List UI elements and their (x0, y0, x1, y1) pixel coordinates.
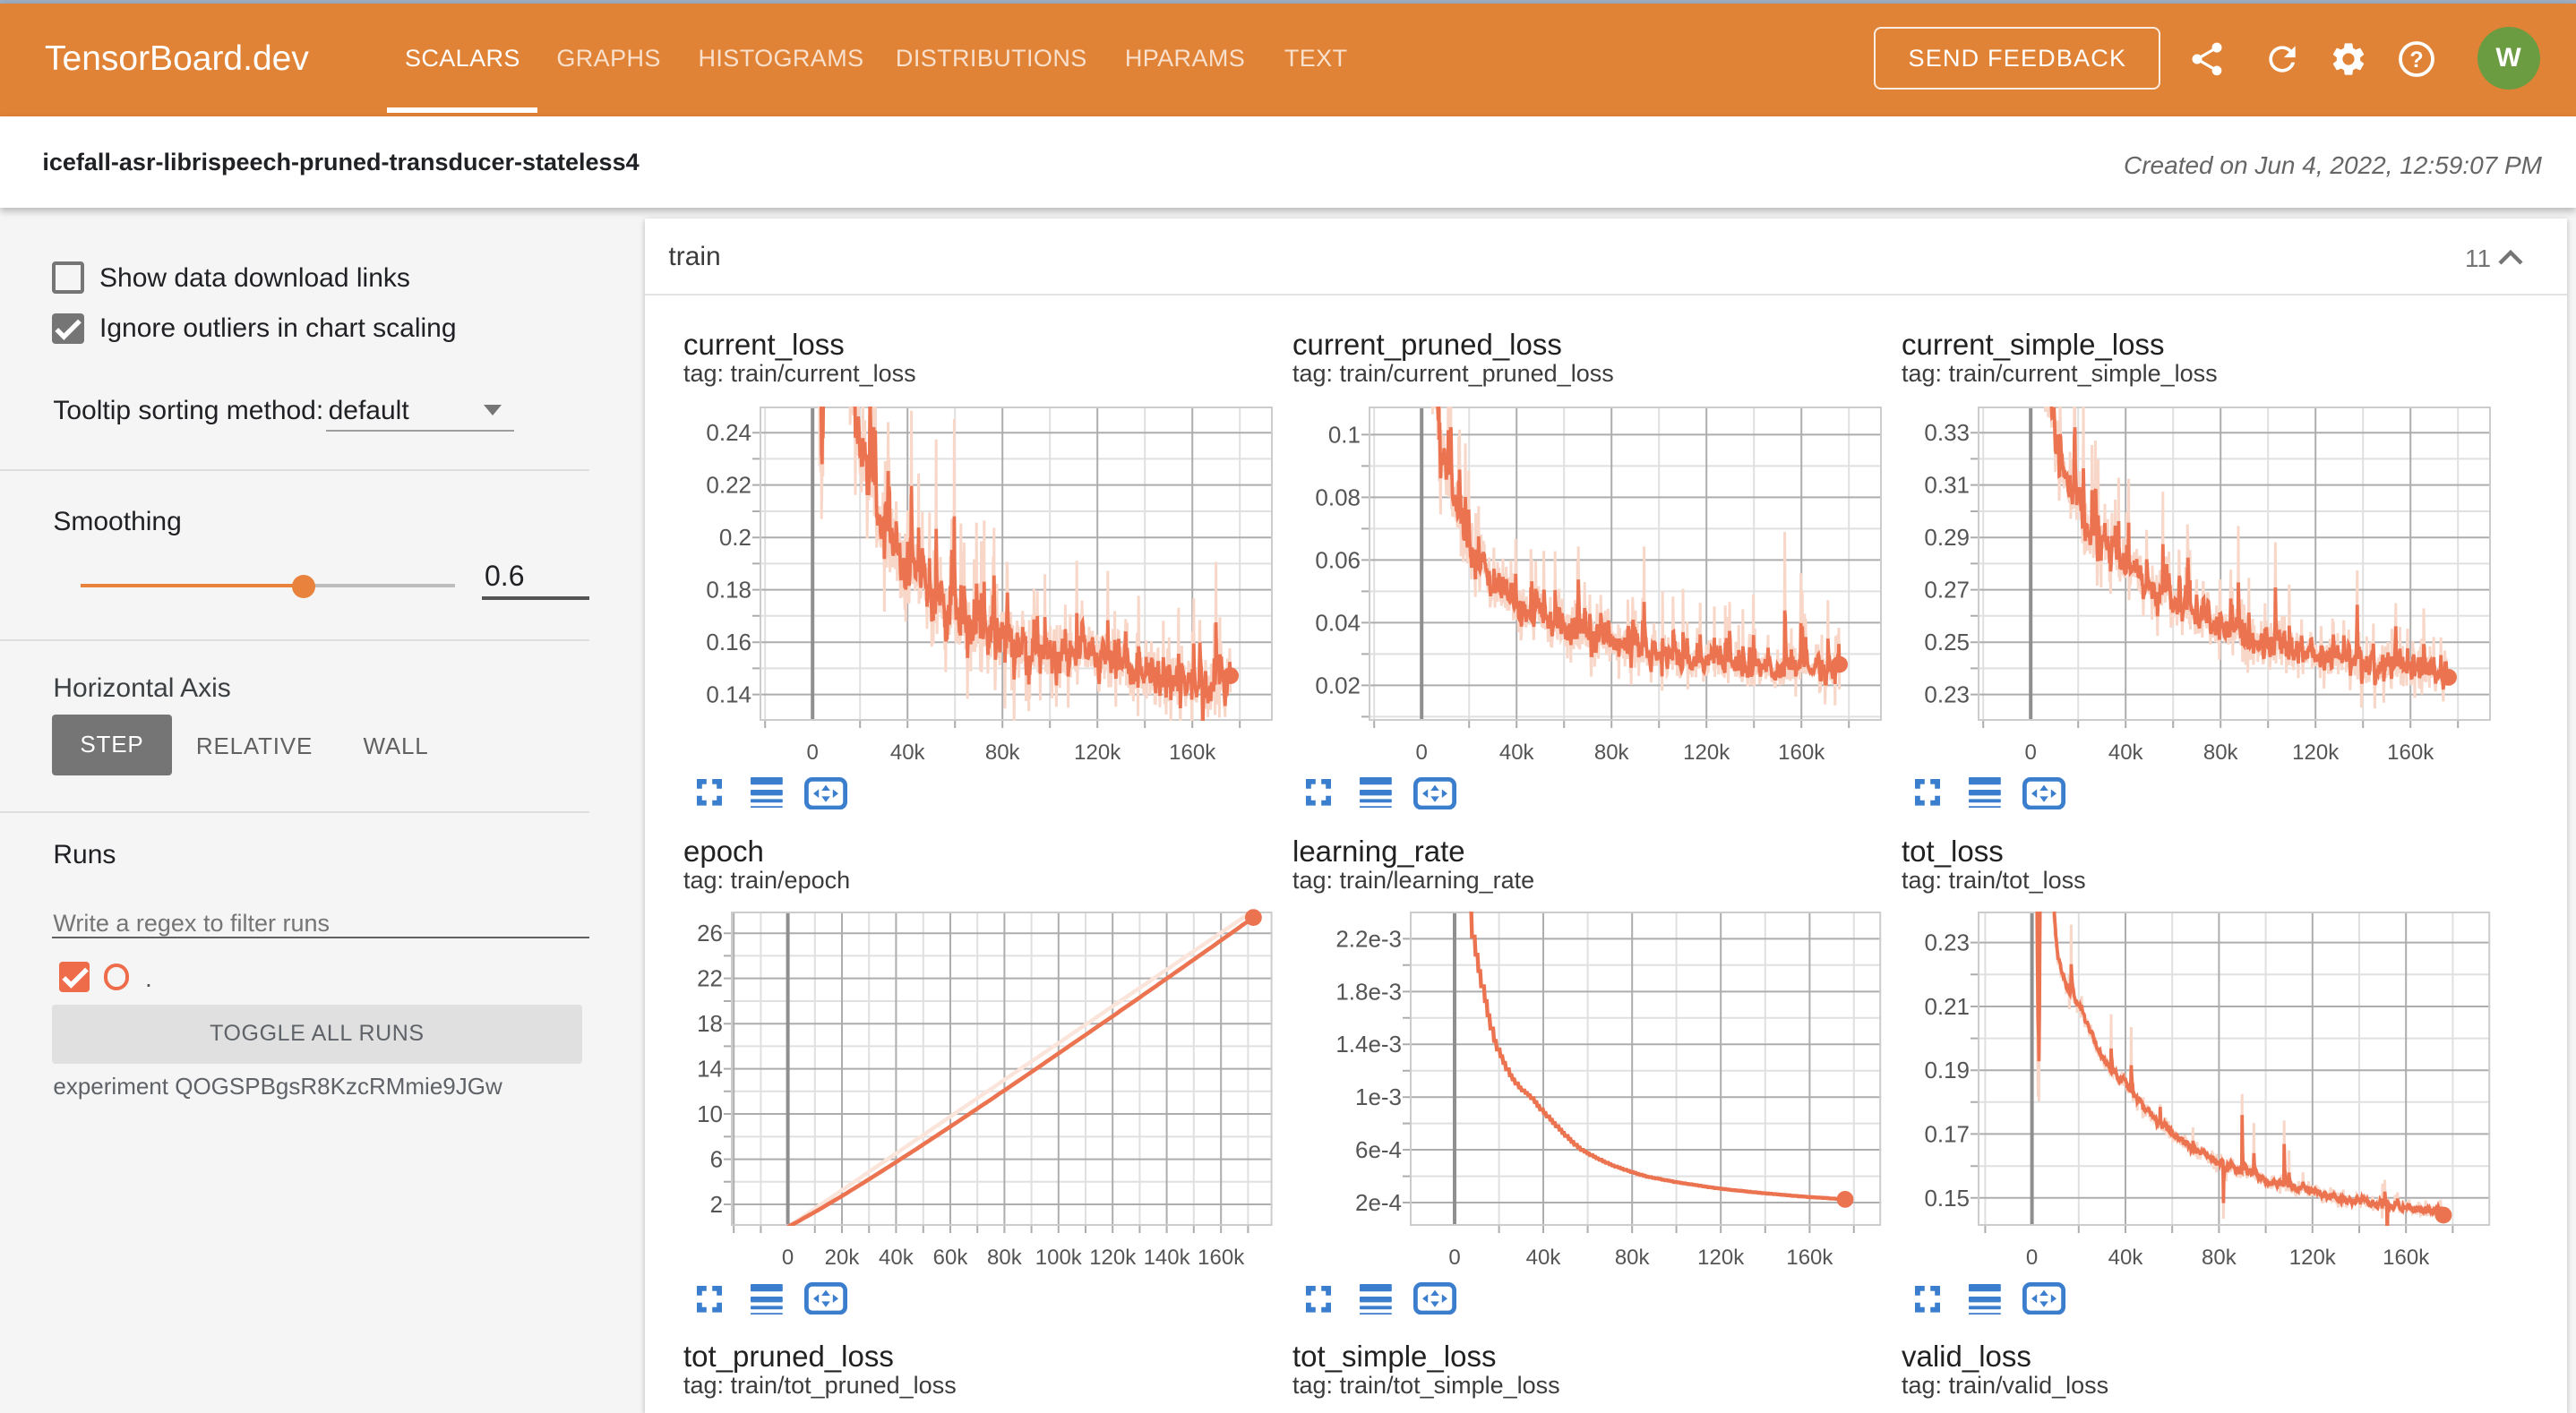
svg-text:80k: 80k (1615, 1246, 1651, 1270)
svg-text:0: 0 (782, 1246, 794, 1270)
svg-text:2.2e-3: 2.2e-3 (1336, 925, 1403, 952)
svg-text:0.06: 0.06 (1315, 546, 1361, 573)
svg-text:0.15: 0.15 (1925, 1185, 1971, 1212)
svg-text:120k: 120k (1074, 740, 1121, 764)
svg-text:0: 0 (2025, 740, 2037, 764)
svg-text:80k: 80k (987, 1246, 1023, 1270)
svg-text:0.2: 0.2 (719, 523, 751, 550)
svg-text:1.8e-3: 1.8e-3 (1336, 978, 1403, 1005)
svg-text:160k: 160k (1778, 740, 1825, 764)
svg-text:14: 14 (697, 1056, 723, 1083)
svg-text:0: 0 (1449, 1246, 1461, 1270)
svg-text:120k: 120k (1090, 1246, 1138, 1270)
svg-text:0.14: 0.14 (706, 681, 751, 707)
svg-text:0.1: 0.1 (1328, 421, 1361, 448)
svg-text:18: 18 (697, 1010, 723, 1037)
svg-text:10: 10 (697, 1100, 723, 1127)
svg-text:60k: 60k (933, 1246, 969, 1270)
svg-text:120k: 120k (2289, 1246, 2337, 1270)
svg-text:0.19: 0.19 (1925, 1057, 1971, 1083)
svg-text:40k: 40k (2108, 1246, 2144, 1270)
svg-text:160k: 160k (2383, 1246, 2431, 1270)
svg-text:80k: 80k (2202, 1246, 2238, 1270)
svg-text:40k: 40k (1526, 1246, 1562, 1270)
svg-text:22: 22 (697, 965, 723, 992)
svg-text:40k: 40k (890, 740, 926, 764)
svg-text:26: 26 (697, 920, 723, 946)
svg-text:120k: 120k (1698, 1246, 1746, 1270)
svg-text:2e-4: 2e-4 (1356, 1189, 1403, 1216)
svg-text:40k: 40k (879, 1246, 914, 1270)
svg-text:20k: 20k (825, 1246, 861, 1270)
svg-text:0.02: 0.02 (1315, 672, 1361, 698)
svg-text:0.21: 0.21 (1925, 993, 1971, 1020)
svg-text:160k: 160k (1169, 740, 1216, 764)
svg-text:0.22: 0.22 (706, 471, 751, 498)
svg-text:1e-3: 1e-3 (1356, 1083, 1403, 1110)
svg-text:0: 0 (1416, 740, 1428, 764)
svg-text:140k: 140k (1144, 1246, 1191, 1270)
svg-text:0.08: 0.08 (1315, 484, 1361, 510)
svg-text:160k: 160k (1787, 1246, 1834, 1270)
svg-text:160k: 160k (1198, 1246, 1246, 1270)
svg-text:0.23: 0.23 (1924, 681, 1970, 707)
svg-text:0.17: 0.17 (1925, 1121, 1971, 1148)
svg-text:1.4e-3: 1.4e-3 (1336, 1031, 1403, 1058)
svg-text:0.31: 0.31 (1924, 471, 1970, 498)
svg-text:0.33: 0.33 (1924, 418, 1970, 445)
svg-text:6: 6 (710, 1146, 723, 1173)
svg-text:100k: 100k (1035, 1246, 1083, 1270)
svg-text:2: 2 (710, 1191, 723, 1218)
svg-text:120k: 120k (1683, 740, 1730, 764)
svg-text:80k: 80k (1594, 740, 1630, 764)
svg-text:0.27: 0.27 (1924, 576, 1970, 603)
svg-text:0: 0 (807, 740, 819, 764)
svg-text:120k: 120k (2292, 740, 2340, 764)
svg-text:6e-4: 6e-4 (1356, 1136, 1403, 1163)
svg-text:0.16: 0.16 (706, 628, 751, 655)
svg-text:0.04: 0.04 (1315, 609, 1361, 636)
svg-text:40k: 40k (1499, 740, 1535, 764)
svg-text:0.23: 0.23 (1925, 929, 1971, 956)
svg-text:?: ? (2409, 47, 2423, 72)
svg-text:0.24: 0.24 (706, 418, 751, 445)
svg-text:0.29: 0.29 (1924, 523, 1970, 550)
svg-text:0.25: 0.25 (1924, 628, 1970, 655)
svg-text:160k: 160k (2387, 740, 2434, 764)
svg-text:40k: 40k (2108, 740, 2144, 764)
svg-text:0: 0 (2027, 1246, 2039, 1270)
svg-text:80k: 80k (985, 740, 1021, 764)
svg-text:0.18: 0.18 (706, 576, 751, 603)
svg-text:80k: 80k (2203, 740, 2239, 764)
